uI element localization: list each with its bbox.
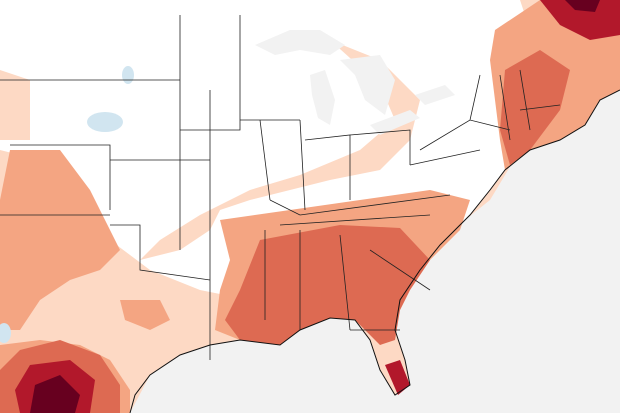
great-lakes — [255, 30, 455, 135]
anomaly-weak-negative — [0, 66, 134, 343]
anomaly-extreme-positive — [30, 0, 600, 413]
coastline — [129, 89, 620, 413]
state-borders — [0, 15, 561, 360]
